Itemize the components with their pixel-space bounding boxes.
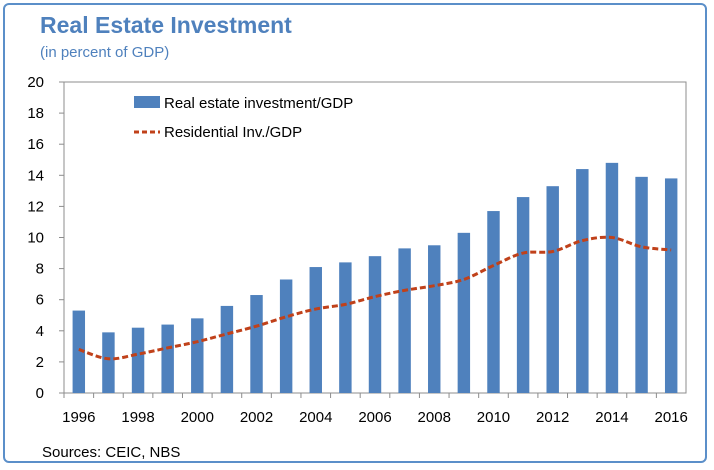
legend-swatch-bar	[134, 96, 160, 108]
y-tick-label: 10	[27, 230, 44, 247]
chart-subtitle: (in percent of GDP)	[40, 44, 170, 61]
x-tick-label: 2004	[299, 409, 332, 426]
x-tick-label: 2014	[595, 409, 628, 426]
bar-1996	[72, 310, 86, 393]
y-tick-label: 12	[27, 198, 44, 215]
bar-2002	[250, 295, 263, 393]
legend-label-line: Residential Inv./GDP	[164, 124, 302, 141]
x-tick-label: 2006	[358, 409, 391, 426]
x-tick-label: 2008	[418, 409, 451, 426]
x-tick-label: 1998	[121, 409, 154, 426]
y-tick-label: 4	[36, 323, 44, 340]
bar-1999	[161, 324, 174, 393]
bar-2001	[220, 305, 234, 393]
bar-2012	[546, 186, 559, 393]
x-tick-label: 1996	[62, 409, 95, 426]
legend-label-bar: Real estate investment/GDP	[164, 95, 353, 112]
x-tick-label: 2000	[181, 409, 214, 426]
x-tick-label: 2002	[240, 409, 273, 426]
y-tick-label: 0	[36, 385, 44, 402]
bar-2006	[368, 256, 382, 393]
residential-line	[78, 235, 672, 361]
y-tick-label: 14	[27, 167, 44, 184]
line-group	[78, 235, 672, 361]
bar-2009	[457, 232, 471, 393]
legend: Real estate investment/GDP Residential I…	[134, 95, 353, 141]
y-tick-label: 18	[27, 105, 44, 122]
bar-2011	[516, 197, 530, 393]
bar-2016	[664, 178, 678, 393]
y-tick-label: 6	[36, 292, 44, 309]
x-tick-label: 2016	[655, 409, 688, 426]
bar-2003	[279, 279, 293, 393]
y-tick-label: 8	[36, 261, 44, 278]
x-axis: 1996 1998 2000 2002 2004 2006 2008 2010 2012 2014…	[62, 393, 688, 426]
x-tick-label: 2012	[536, 409, 569, 426]
bar-2010	[487, 211, 500, 393]
bar-2007	[398, 248, 411, 393]
y-tick-label: 16	[27, 136, 44, 153]
y-tick-label: 2	[36, 354, 44, 371]
bar-2013	[576, 169, 589, 393]
bar-1998	[131, 327, 145, 393]
x-tick-label: 2010	[477, 409, 510, 426]
bar-2014	[605, 162, 619, 393]
bar-group	[72, 162, 678, 393]
source-note: Sources: CEIC, NBS	[42, 444, 181, 461]
bar-2005	[339, 262, 352, 393]
chart-title: Real Estate Investment	[40, 12, 292, 38]
bar-2008	[428, 245, 441, 393]
bar-2015	[635, 176, 648, 393]
bar-2000	[191, 318, 204, 393]
y-axis: 0 2 4 6 8 10 12 14 16 18 20	[27, 74, 64, 402]
bar-2004	[309, 267, 322, 393]
bar-1997	[102, 332, 115, 393]
y-tick-label: 20	[27, 74, 44, 91]
